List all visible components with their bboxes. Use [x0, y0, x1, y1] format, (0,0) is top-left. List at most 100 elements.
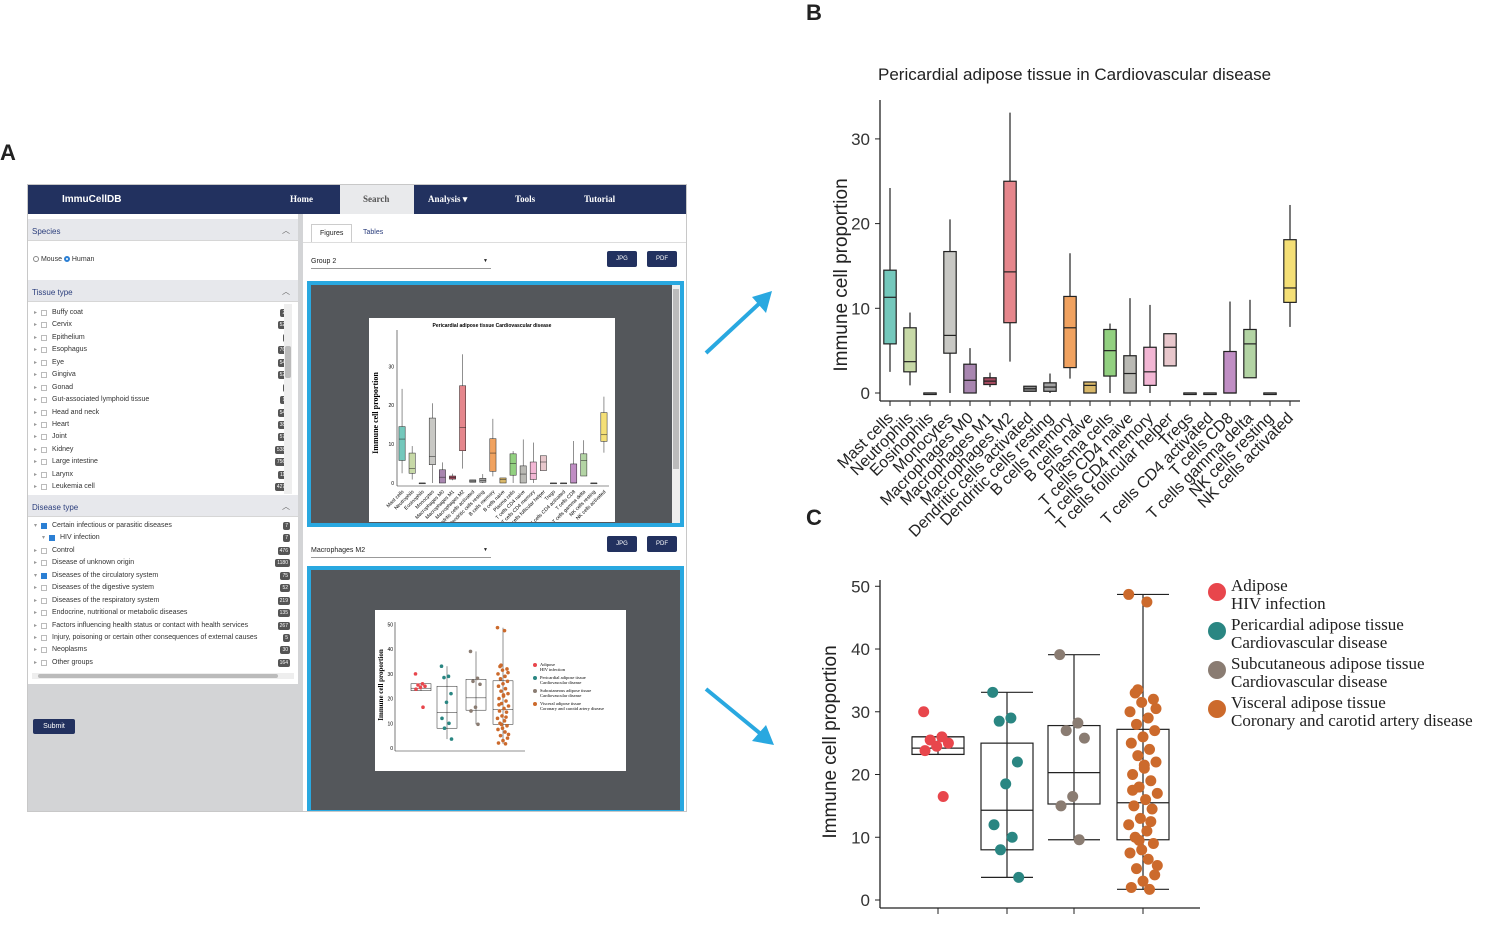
tree-row[interactable]: ▸ Gingiva 523	[28, 369, 294, 381]
disease-header[interactable]: Disease type ︿	[28, 495, 298, 517]
nav-tools[interactable]: Tools	[515, 194, 536, 204]
tree-row[interactable]: ▸ Injury, poisoning or certain other cons…	[28, 632, 294, 644]
nav-tutorial[interactable]: Tutorial	[584, 194, 616, 204]
expand-icon[interactable]: ▸	[34, 372, 38, 379]
nav-home[interactable]: Home	[290, 194, 313, 204]
expand-icon[interactable]: ▸	[34, 434, 38, 441]
group-select[interactable]: Group 2 ▼	[311, 255, 491, 269]
tree-row[interactable]: ▸Buffy coat22	[28, 307, 294, 319]
radio-mouse-icon[interactable]	[33, 256, 39, 263]
tree-row[interactable]: ▸ Joint 575	[28, 431, 294, 443]
expand-icon[interactable]: ▾	[42, 535, 46, 542]
expand-icon[interactable]: ▸	[34, 622, 38, 629]
expand-icon[interactable]: ▸	[34, 484, 38, 491]
tree-row[interactable]: ▸ Control 476	[28, 545, 294, 557]
frame-scrollbar[interactable]	[672, 285, 680, 523]
expand-icon[interactable]: ▸	[34, 384, 38, 391]
horizontal-scrollbar[interactable]	[32, 673, 294, 679]
tree-row[interactable]: ▾ Certain infectious or parasitic disease…	[28, 520, 294, 532]
checkbox-icon[interactable]	[41, 647, 47, 654]
radio-human-label[interactable]: Human	[71, 256, 95, 263]
expand-icon[interactable]: ▸	[34, 560, 38, 567]
submit-button[interactable]: Submit	[33, 719, 75, 734]
tree-row[interactable]: ▸ Large intestine 7569	[28, 456, 294, 468]
tab-figures[interactable]: Figures	[311, 224, 353, 242]
chevron-up-icon[interactable]: ︿	[282, 502, 290, 511]
tree-row[interactable]: ▸ Neoplasms 30	[28, 644, 294, 656]
chevron-up-icon[interactable]: ︿	[282, 287, 290, 296]
checkbox-icon[interactable]	[41, 484, 47, 491]
tree-row[interactable]: ▸ Kidney 5382	[28, 444, 294, 456]
checkbox-icon[interactable]	[41, 547, 47, 554]
expand-icon[interactable]: ▸	[34, 409, 38, 416]
tree-row[interactable]: ▸ Esophagus 763	[28, 344, 294, 356]
checkbox-icon[interactable]	[41, 585, 47, 592]
expand-icon[interactable]: ▸	[34, 421, 38, 428]
tree-row[interactable]: ▸ Leukemia cell 4276	[28, 481, 294, 493]
checkbox-icon[interactable]	[41, 446, 47, 453]
species-header[interactable]: Species ︿	[28, 219, 298, 241]
checkbox-icon[interactable]	[41, 523, 47, 529]
checkbox-icon[interactable]	[41, 421, 47, 428]
radio-human-icon[interactable]	[63, 256, 70, 263]
checkbox-icon[interactable]	[41, 597, 47, 604]
brand-logo[interactable]: ImmuCellDB	[62, 194, 122, 205]
checkbox-icon[interactable]	[41, 334, 47, 341]
expand-icon[interactable]: ▸	[34, 359, 38, 366]
radio-mouse-label[interactable]: Mouse	[40, 256, 62, 263]
expand-icon[interactable]: ▾	[34, 572, 38, 579]
tree-row[interactable]: ▸ Eye 549	[28, 357, 294, 369]
checkbox-icon[interactable]	[41, 659, 47, 666]
checkbox-icon[interactable]	[41, 434, 47, 441]
expand-icon[interactable]: ▾	[34, 523, 38, 529]
checkbox-icon[interactable]	[41, 610, 47, 617]
tree-row[interactable]: ▸ Head and neck 549	[28, 407, 294, 419]
expand-icon[interactable]: ▸	[34, 310, 38, 316]
cell-select[interactable]: Macrophages M2 ▼	[311, 544, 491, 558]
checkbox-icon[interactable]	[41, 359, 47, 366]
expand-icon[interactable]: ▸	[34, 459, 38, 466]
checkbox-icon[interactable]	[41, 459, 47, 466]
jpg-button-2[interactable]: JPG	[607, 536, 637, 552]
nav-search[interactable]: Search	[340, 185, 414, 214]
tree-row[interactable]: ▸ Other groups 164	[28, 657, 294, 669]
checkbox-icon[interactable]	[41, 347, 47, 354]
checkbox-icon[interactable]	[41, 310, 47, 316]
tissue-scrollbar[interactable]	[284, 304, 292, 494]
checkbox-icon[interactable]	[41, 384, 47, 391]
tree-row[interactable]: ▾ Diseases of the circulatory system 75	[28, 570, 294, 582]
checkbox-icon[interactable]	[41, 372, 47, 379]
tree-row[interactable]: ▸ Diseases of the digestive system 52	[28, 582, 294, 594]
checkbox-icon[interactable]	[41, 409, 47, 416]
checkbox-icon[interactable]	[41, 322, 47, 329]
jpg-button-1[interactable]: JPG	[607, 251, 637, 267]
expand-icon[interactable]: ▸	[34, 585, 38, 592]
expand-icon[interactable]: ▸	[34, 334, 38, 341]
tree-row[interactable]: ▸ Disease of unknown origin 1180	[28, 557, 294, 569]
expand-icon[interactable]: ▸	[34, 322, 38, 329]
tree-row[interactable]: ▸Epithelium7	[28, 332, 294, 344]
expand-icon[interactable]: ▸	[34, 397, 38, 404]
expand-icon[interactable]: ▸	[34, 659, 38, 666]
expand-icon[interactable]: ▸	[34, 647, 38, 654]
tab-tables[interactable]: Tables	[363, 229, 384, 236]
tree-row[interactable]: ▸ Diseases of the respiratory system 219	[28, 595, 294, 607]
pdf-button-2[interactable]: PDF	[647, 536, 677, 552]
pdf-button-1[interactable]: PDF	[647, 251, 677, 267]
checkbox-icon[interactable]	[41, 622, 47, 629]
expand-icon[interactable]: ▸	[34, 610, 38, 617]
nav-analysis[interactable]: Analysis ▾	[428, 194, 468, 204]
tree-row[interactable]: ▸ Factors influencing health status or co…	[28, 620, 294, 632]
tree-row[interactable]: ▸Gonad8	[28, 382, 294, 394]
expand-icon[interactable]: ▸	[34, 471, 38, 478]
tree-row[interactable]: ▸Gut-associated lymphoid tissue10	[28, 394, 294, 406]
chevron-up-icon[interactable]: ︿	[282, 226, 290, 235]
checkbox-icon[interactable]	[41, 471, 47, 478]
tree-row[interactable]: ▸Larynx110	[28, 469, 294, 481]
checkbox-icon[interactable]	[41, 560, 47, 567]
tree-row[interactable]: ▸ Cervix 527	[28, 319, 294, 331]
checkbox-icon[interactable]	[41, 397, 47, 404]
expand-icon[interactable]: ▸	[34, 446, 38, 453]
checkbox-icon[interactable]	[49, 535, 55, 542]
expand-icon[interactable]: ▸	[34, 597, 38, 604]
